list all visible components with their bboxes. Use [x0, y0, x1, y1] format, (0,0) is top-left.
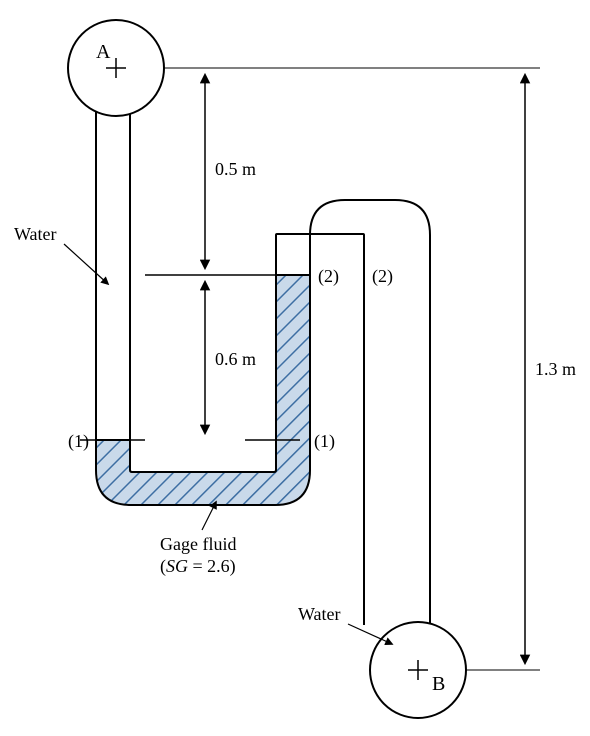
label-A: A	[96, 41, 111, 63]
label-2-left: (2)	[318, 266, 339, 287]
gage-sg-text: (SG = 2.6)	[160, 556, 236, 577]
dimension-05m: 0.5 m	[164, 68, 256, 268]
dim-05-text: 0.5 m	[215, 159, 256, 179]
water-label-top: Water	[14, 224, 108, 284]
label-1-right: (1)	[314, 431, 335, 452]
dim-13-text: 1.3 m	[535, 359, 576, 379]
label-2-right: (2)	[372, 266, 393, 287]
gage-fluid-label: Gage fluid (SG = 2.6)	[160, 502, 236, 577]
dim-06-text: 0.6 m	[215, 349, 256, 369]
reservoir-B: B	[370, 622, 466, 718]
label-1-left: (1)	[68, 431, 89, 452]
water-top-text: Water	[14, 224, 57, 244]
manometer-tubes	[96, 105, 430, 625]
gage-fluid-text: Gage fluid	[160, 534, 236, 554]
dimension-06m: 0.6 m	[205, 282, 256, 433]
reservoir-A: A	[68, 20, 164, 116]
water-bottom-text: Water	[298, 604, 341, 624]
gage-fluid-fill	[96, 275, 310, 505]
label-B: B	[432, 673, 445, 695]
water-label-bottom: Water	[298, 604, 392, 644]
